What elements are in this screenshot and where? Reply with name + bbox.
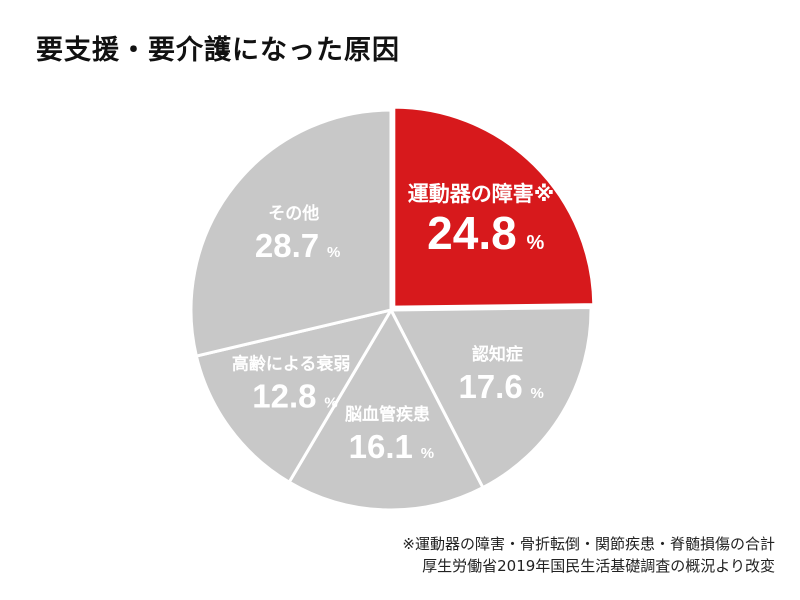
pie-slice-musculoskeletal	[392, 105, 596, 309]
slice-value-stroke: 16.1	[349, 428, 413, 465]
slice-label-musculoskeletal: 運動器の障害※	[408, 182, 554, 206]
footnote-definition: ※運動器の障害・骨折転倒・関節疾患・脊髄損傷の合計	[402, 535, 775, 553]
slice-unit-stroke: %	[421, 445, 434, 462]
slice-label-group-frailty: 高齢による衰弱 12.8%	[232, 354, 351, 415]
slice-label-group-other: その他 28.7%	[255, 203, 340, 264]
pie-slice-other	[189, 108, 393, 358]
slice-unit-musculoskeletal: %	[526, 232, 544, 254]
slice-unit-dementia: %	[531, 385, 544, 402]
slice-label-group-dementia: 認知症 17.6%	[458, 344, 543, 405]
slice-label-other: その他	[268, 203, 319, 224]
footnote-source: 厚生労働省2019年国民生活基礎調査の概況より改変	[422, 557, 775, 575]
pie-slice-dementia	[389, 305, 593, 490]
slice-unit-other: %	[327, 244, 340, 261]
slice-unit-frailty: %	[324, 395, 337, 412]
slice-value-other: 28.7	[255, 227, 319, 264]
slice-label-stroke: 脳血管疾患	[345, 404, 430, 425]
slice-value-musculoskeletal: 24.8	[427, 207, 517, 259]
footnotes: ※運動器の障害・骨折転倒・関節疾患・脊髄損傷の合計 厚生労働省2019年国民生活…	[255, 533, 775, 577]
slice-label-frailty: 高齢による衰弱	[232, 354, 351, 375]
pie-slice-frailty	[194, 308, 393, 484]
slice-label-group-musculoskeletal: 運動器の障害※24.8%	[408, 182, 554, 259]
slice-value-dementia: 17.6	[458, 368, 522, 405]
pie-slice-stroke	[287, 308, 485, 512]
chart-title: 要支援・要介護になった原因	[36, 35, 400, 66]
slice-label-dementia: 認知症	[472, 344, 523, 365]
slice-value-frailty: 12.8	[252, 378, 316, 415]
slice-label-group-stroke: 脳血管疾患 16.1%	[345, 404, 434, 465]
